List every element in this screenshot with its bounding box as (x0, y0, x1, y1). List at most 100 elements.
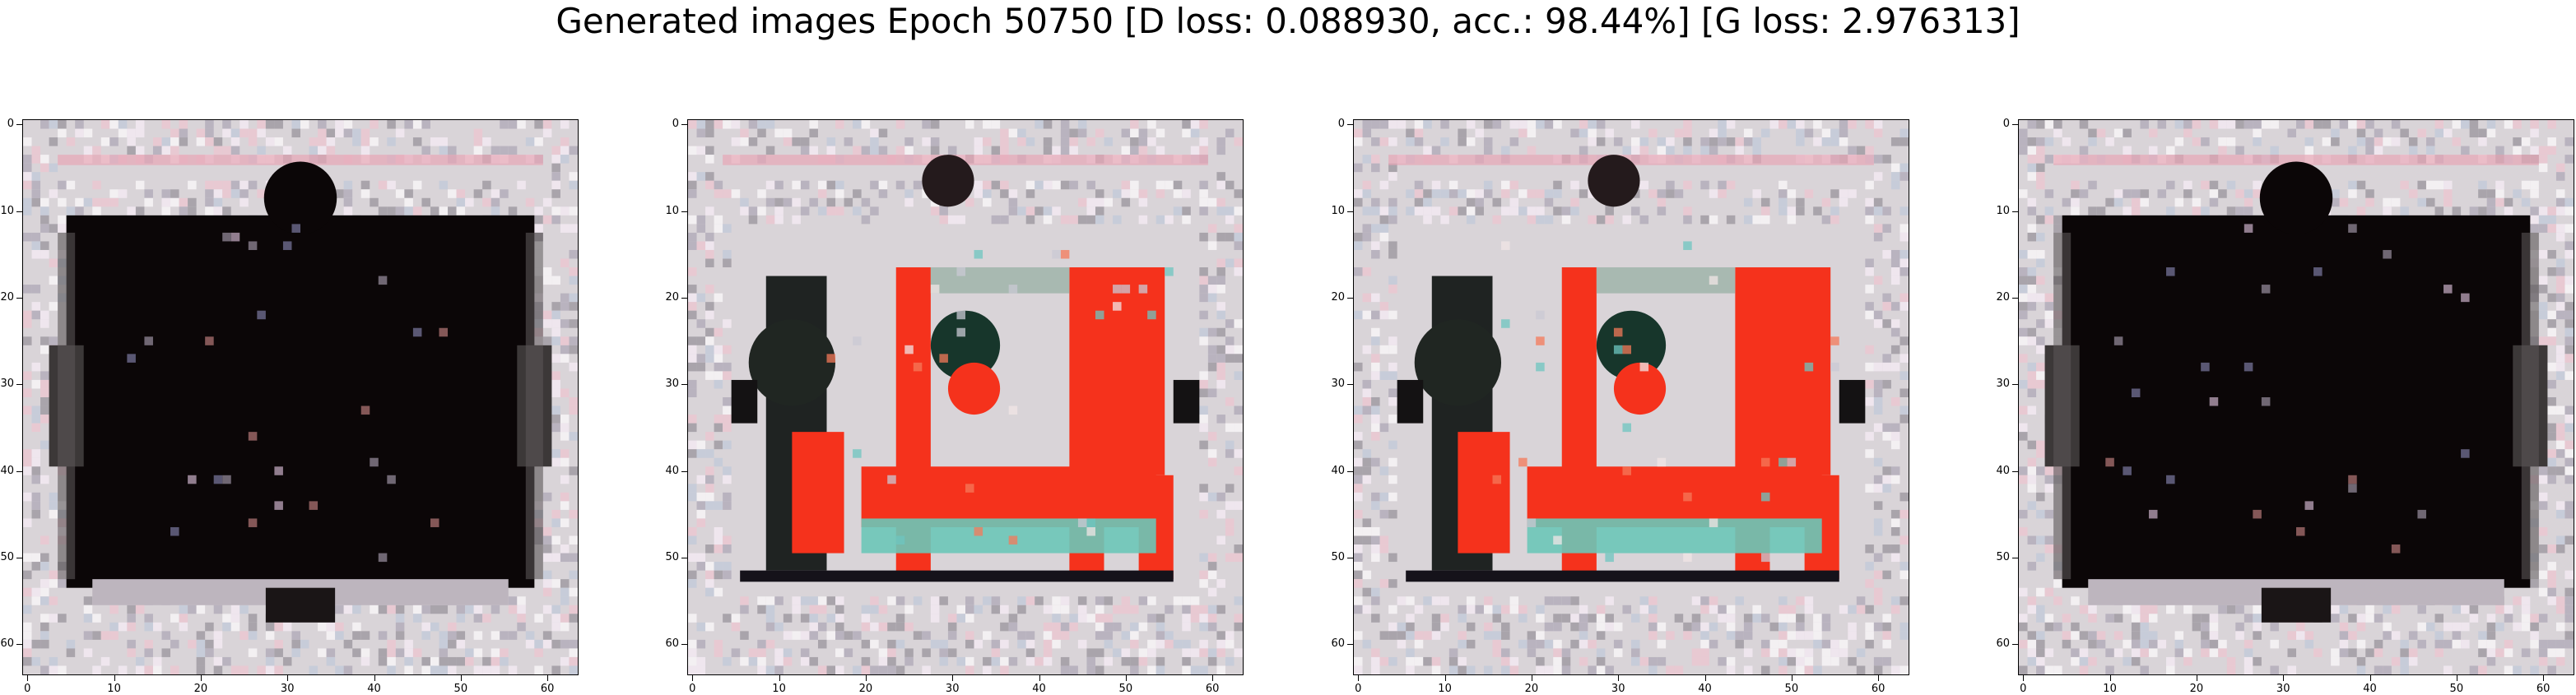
y-tick (2012, 470, 2018, 472)
y-tick-label: 30 (1331, 378, 1345, 391)
x-tick (865, 675, 867, 681)
x-tick (287, 675, 289, 681)
x-tick (2283, 675, 2285, 681)
y-tick-label: 10 (1331, 204, 1345, 217)
x-tick (27, 675, 29, 681)
x-tick-label: 20 (193, 683, 208, 695)
x-tick-label: 30 (945, 683, 960, 695)
y-tick-label: 20 (1331, 290, 1345, 303)
x-tick (547, 675, 549, 681)
y-tick-label: 50 (0, 550, 14, 563)
y-tick (16, 644, 22, 646)
x-tick-label: 40 (1032, 683, 1046, 695)
x-tick-label: 10 (2103, 683, 2117, 695)
y-tick-label: 40 (665, 464, 679, 477)
y-tick (1347, 384, 1353, 386)
x-tick-label: 50 (453, 683, 468, 695)
generated-image (23, 120, 578, 674)
x-tick-label: 60 (1871, 683, 1886, 695)
image-panel: 0 10 20 30 40 50 60 0 10 20 30 40 50 60 (1331, 118, 1909, 695)
x-tick-label: 50 (1118, 683, 1133, 695)
y-tick-label: 30 (665, 378, 679, 391)
image-panel: 0 10 20 30 40 50 60 0 10 20 30 40 50 60 (0, 118, 579, 695)
y-tick-label: 40 (1331, 464, 1345, 477)
y-tick-label: 30 (1996, 378, 2010, 391)
x-tick (1878, 675, 1880, 681)
y-tick-label: 10 (1996, 204, 2010, 217)
x-tick (2543, 675, 2545, 681)
y-tick-label: 60 (1996, 637, 2010, 651)
generated-image (688, 120, 1243, 674)
generated-image (2019, 120, 2574, 674)
image-frame (1353, 119, 1909, 675)
x-tick-label: 10 (772, 683, 786, 695)
x-tick-label: 30 (280, 683, 295, 695)
y-tick (16, 297, 22, 299)
y-tick (2012, 297, 2018, 299)
x-tick-label: 0 (689, 683, 696, 695)
x-tick (952, 675, 954, 681)
x-tick-label: 40 (1698, 683, 1712, 695)
x-tick-label: 20 (858, 683, 873, 695)
y-tick-label: 0 (1337, 118, 1345, 131)
y-tick (2012, 124, 2018, 126)
x-tick (2369, 675, 2371, 681)
x-tick (2109, 675, 2111, 681)
y-tick-label: 20 (665, 290, 679, 303)
y-tick-label: 0 (672, 118, 679, 131)
y-tick (16, 470, 22, 472)
y-tick-label: 60 (665, 637, 679, 651)
x-tick (1125, 675, 1127, 681)
x-tick (2023, 675, 2025, 681)
y-tick (681, 644, 687, 646)
x-tick (1444, 675, 1446, 681)
y-tick (1347, 644, 1353, 646)
x-tick-label: 0 (2020, 683, 2027, 695)
x-tick-label: 60 (1205, 683, 1220, 695)
y-tick (681, 470, 687, 472)
x-tick-label: 10 (107, 683, 121, 695)
x-tick (1618, 675, 1620, 681)
y-tick (1347, 124, 1353, 126)
y-tick-label: 10 (0, 204, 14, 217)
y-tick (681, 124, 687, 126)
x-tick-label: 0 (24, 683, 31, 695)
image-frame (2018, 119, 2574, 675)
x-tick (779, 675, 780, 681)
y-tick-label: 50 (1996, 550, 2010, 563)
x-tick (374, 675, 375, 681)
x-tick (1358, 675, 1360, 681)
y-tick-label: 30 (0, 378, 14, 391)
y-tick (1347, 297, 1353, 299)
x-tick-label: 60 (2536, 683, 2550, 695)
figure-title: Generated images Epoch 50750 [D loss: 0.… (556, 1, 2020, 41)
x-tick (1039, 675, 1040, 681)
x-tick (1791, 675, 1793, 681)
x-tick (114, 675, 115, 681)
y-tick-label: 60 (0, 637, 14, 651)
y-tick (2012, 644, 2018, 646)
image-panel: 0 10 20 30 40 50 60 0 10 20 30 40 50 60 (1996, 118, 2574, 695)
y-tick (2012, 384, 2018, 386)
y-tick-label: 40 (1996, 464, 2010, 477)
image-panel: 0 10 20 30 40 50 60 0 10 20 30 40 50 60 (665, 118, 1244, 695)
x-tick-label: 40 (2363, 683, 2377, 695)
generated-image (1354, 120, 1909, 674)
y-tick-label: 20 (0, 290, 14, 303)
y-tick-label: 10 (665, 204, 679, 217)
x-tick-label: 10 (1438, 683, 1452, 695)
x-tick-label: 30 (2276, 683, 2290, 695)
x-tick-label: 40 (367, 683, 381, 695)
x-tick (1704, 675, 1706, 681)
image-frame (22, 119, 579, 675)
y-tick-label: 50 (1331, 550, 1345, 563)
y-tick-label: 0 (7, 118, 14, 131)
y-tick (16, 211, 22, 212)
x-tick-label: 0 (1355, 683, 1362, 695)
x-tick-label: 20 (1524, 683, 1539, 695)
y-tick (681, 297, 687, 299)
y-tick (1347, 470, 1353, 472)
y-tick (681, 211, 687, 212)
x-tick (200, 675, 202, 681)
x-tick (460, 675, 462, 681)
